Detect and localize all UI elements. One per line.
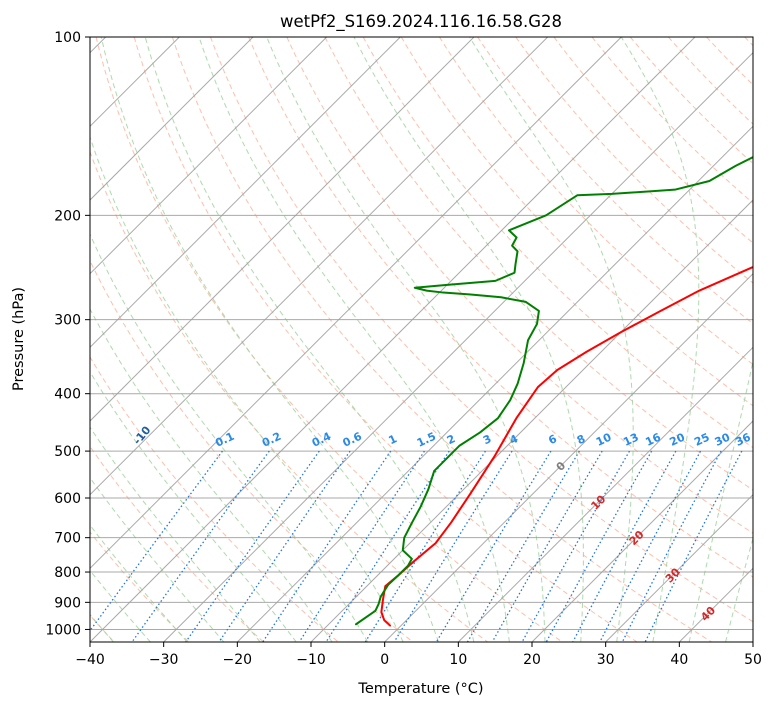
moist-adiabat (198, 37, 510, 642)
moist-adiabat (353, 37, 584, 642)
mixing-ratio-line (599, 450, 702, 642)
moist-adiabat (90, 476, 225, 642)
dry-adiabat (90, 259, 414, 642)
isotherm (457, 346, 753, 642)
y-tick-label: 500 (54, 444, 81, 460)
isotherm (90, 37, 622, 570)
dry-adiabats (90, 37, 753, 642)
mixing-ratio-line (393, 450, 513, 642)
plot-area: 0.10.20.40.611.52346810131620253036-100-… (90, 37, 753, 642)
mixing-ratio-label: 10 (594, 430, 614, 448)
mixing-ratio-label: 13 (621, 431, 640, 449)
x-tick-label: 50 (744, 652, 762, 668)
mixing-ratio-line (521, 450, 631, 642)
x-tick-label: −30 (149, 652, 179, 668)
y-tick-label: 300 (54, 313, 81, 329)
isotherm (605, 493, 753, 642)
mixing-ratio-line (131, 450, 270, 642)
y-axis: 100 200 300 400 500 600 700 800 900 1000 (45, 30, 90, 638)
moist-adiabat (725, 536, 753, 642)
mixing-ratio-line (621, 450, 722, 642)
x-tick-label: 0 (380, 652, 389, 668)
y-tick-label: 800 (54, 565, 81, 581)
mixing-ratio-line (185, 450, 320, 642)
moist-adiabat (100, 37, 439, 642)
moist-adiabat (620, 37, 700, 642)
isotherm (384, 272, 753, 642)
isobars (90, 37, 753, 630)
mixing-ratio-line (364, 450, 486, 642)
dry-adiabat (95, 37, 563, 642)
isotherm (163, 51, 753, 642)
dry-adiabat (324, 37, 753, 491)
dry-adiabat (248, 37, 753, 578)
chart-title: wetPf2_S169.2024.116.16.58.G28 (280, 12, 562, 32)
mixing-ratio-label: 25 (692, 431, 711, 449)
moist-adiabat (90, 135, 404, 642)
moist-adiabat (144, 37, 475, 642)
dry-adiabat (133, 37, 638, 642)
dry-adiabat (90, 356, 339, 642)
moist-adiabat (90, 233, 369, 642)
y-tick-label: 100 (54, 30, 81, 46)
x-tick-label: −40 (75, 652, 105, 668)
y-tick-label: 200 (54, 208, 81, 224)
isotherm (90, 37, 401, 349)
y-axis-label: Pressure (hPa) (11, 287, 27, 391)
dry-adiabat (629, 37, 753, 165)
isotherm (90, 37, 254, 201)
mixing-ratio-lines (90, 450, 743, 642)
isotherm (310, 199, 753, 642)
isotherm (531, 420, 753, 642)
moist-adiabat (266, 37, 546, 642)
moist-adiabat (90, 426, 261, 642)
x-tick-label: 40 (670, 652, 688, 668)
mixing-ratio-label: 36 (733, 430, 753, 448)
moist-adiabat (90, 308, 333, 642)
x-axis: −40 −30 −20 −10 0 10 20 30 40 50 (75, 642, 762, 668)
mixing-ratio-label: 30 (713, 430, 733, 448)
moist-adiabat (90, 524, 188, 642)
x-tick-label: −20 (223, 652, 253, 668)
mixing-ratio-line (466, 450, 580, 642)
dewpoint-line (355, 155, 753, 626)
dry-adiabat (171, 37, 712, 642)
x-tick-label: 30 (597, 652, 615, 668)
y-tick-label: 900 (54, 595, 81, 611)
x-axis-label: Temperature (°C) (357, 681, 483, 697)
moist-adiabat (90, 370, 297, 642)
x-tick-label: 10 (449, 652, 467, 668)
dry-adiabat (400, 37, 753, 407)
moist-adiabat (688, 358, 753, 642)
isotherm (90, 37, 475, 422)
x-tick-label: 20 (523, 652, 541, 668)
y-tick-label: 400 (54, 387, 81, 403)
x-tick-label: −10 (296, 652, 326, 668)
sounding-series (355, 155, 753, 627)
y-tick-label: 1000 (45, 622, 81, 638)
dry-adiabat (286, 37, 753, 534)
mixing-ratio-label: 20 (668, 430, 688, 448)
y-tick-label: 700 (54, 531, 81, 547)
mixing-ratio-line (491, 450, 603, 642)
dry-adiabat (210, 37, 753, 623)
moist-adiabats (90, 37, 753, 642)
plot-frame (89, 36, 754, 643)
isotherm (90, 37, 696, 642)
isotherms (90, 37, 753, 642)
mixing-ratio-line (218, 450, 351, 642)
mixing-ratio-line (572, 450, 677, 642)
dry-adiabat (515, 37, 753, 284)
mixing-ratio-line (435, 450, 552, 642)
mixing-ratio-line (545, 450, 653, 642)
y-tick-label: 600 (54, 491, 81, 507)
isotherm (90, 37, 328, 275)
isotherm (236, 125, 753, 642)
mixing-ratio-label: 16 (643, 430, 663, 448)
moist-adiabat (90, 569, 151, 642)
isotherm (90, 37, 549, 496)
